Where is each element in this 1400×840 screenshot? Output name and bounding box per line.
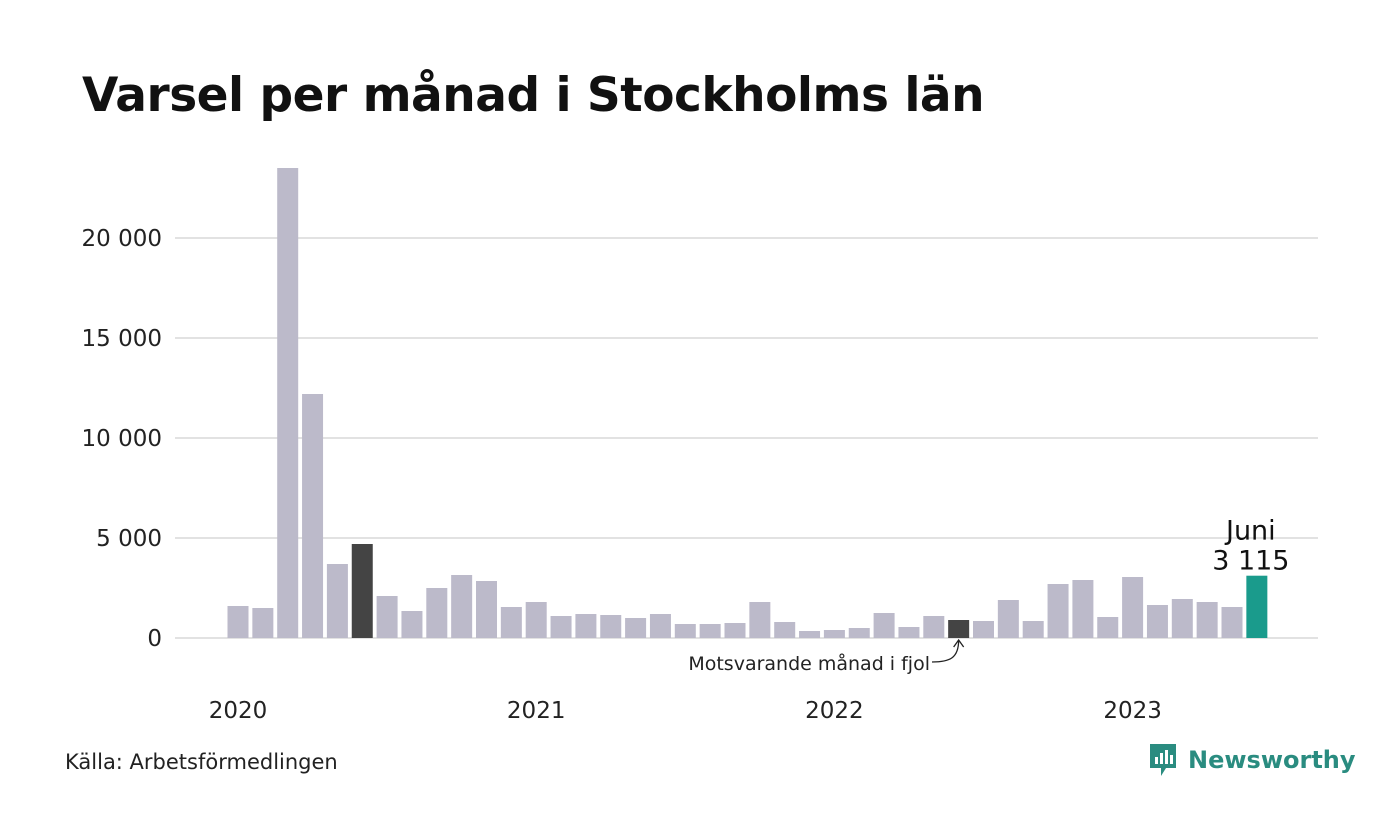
bar [1122, 577, 1144, 638]
y-tick-label: 5 000 [96, 526, 162, 552]
bar [699, 624, 721, 638]
latest-value-label: 3 115 [1212, 546, 1289, 577]
bar [1072, 580, 1094, 638]
bar [550, 616, 572, 638]
bar [302, 394, 324, 638]
bar [1171, 599, 1193, 638]
y-axis-tick-labels: 0 5 000 10 000 15 000 20 000 [82, 226, 162, 652]
previous-year-arrow [931, 639, 960, 663]
bar [873, 613, 895, 638]
brand-name: Newsworthy [1188, 746, 1356, 774]
bar-previous-year [948, 620, 970, 638]
bar [1047, 584, 1069, 638]
annotations: Juni 3 115 Motsvarande månad i fjol [688, 516, 1289, 675]
bar [823, 630, 845, 638]
bar [649, 614, 671, 638]
bar [600, 615, 622, 638]
bar [326, 564, 348, 638]
bar [277, 168, 299, 638]
bar [724, 623, 746, 638]
bar [401, 611, 423, 638]
previous-year-arrowhead [953, 638, 965, 648]
x-year-label: 2021 [507, 698, 566, 724]
y-tick-label: 20 000 [82, 226, 162, 252]
x-year-label: 2023 [1103, 698, 1162, 724]
y-tick-label: 15 000 [82, 326, 162, 352]
bar [227, 606, 249, 638]
bar [575, 614, 597, 638]
newsworthy-logo-icon [1150, 744, 1176, 776]
bar [1146, 605, 1168, 638]
source-label: Källa: Arbetsförmedlingen [65, 750, 338, 774]
bar-latest [1246, 575, 1268, 638]
bar [500, 607, 522, 638]
bar [426, 588, 448, 638]
bar [1221, 607, 1243, 638]
chart-title: Varsel per månad i Stockholms län [82, 68, 985, 123]
previous-year-annotation: Motsvarande månad i fjol [688, 652, 930, 675]
bar [749, 602, 771, 638]
bar-previous-year [351, 544, 373, 638]
bar [774, 622, 796, 638]
bars [227, 168, 1268, 638]
brand-logo: Newsworthy [1148, 742, 1356, 778]
y-tick-label: 0 [147, 626, 162, 652]
bar [525, 602, 547, 638]
bar [848, 628, 870, 638]
x-year-label: 2022 [805, 698, 864, 724]
bar [973, 621, 994, 638]
y-tick-label: 10 000 [82, 426, 162, 452]
bar [923, 616, 945, 638]
bar [799, 631, 821, 638]
bar [451, 575, 473, 638]
bar [1097, 617, 1119, 638]
x-year-label: 2020 [209, 698, 268, 724]
bar [898, 627, 920, 638]
bar [625, 618, 647, 638]
bar [476, 581, 497, 638]
bar [674, 624, 696, 638]
bar [252, 608, 274, 638]
bar [997, 600, 1019, 638]
bar [1022, 621, 1044, 638]
x-axis-year-labels: 2020 2021 2022 2023 [209, 698, 1162, 724]
bar [1196, 602, 1218, 638]
bar [376, 596, 398, 638]
latest-month-label: Juni [1224, 516, 1276, 547]
